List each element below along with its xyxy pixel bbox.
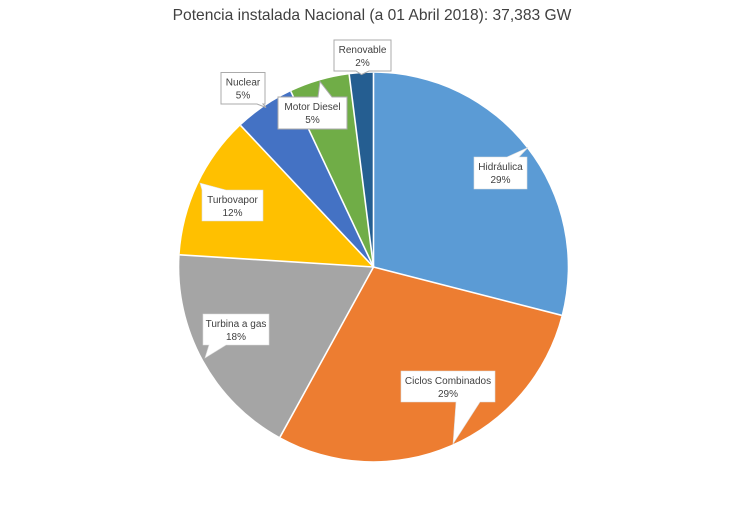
svg-text:29%: 29% bbox=[490, 175, 510, 186]
svg-text:29%: 29% bbox=[438, 389, 458, 400]
svg-text:Turbina a gas: Turbina a gas bbox=[206, 319, 267, 330]
svg-text:12%: 12% bbox=[222, 208, 242, 219]
svg-text:Nuclear: Nuclear bbox=[226, 78, 261, 89]
svg-text:Potencia instalada Nacional (a: Potencia instalada Nacional (a 01 Abril … bbox=[173, 7, 572, 24]
svg-text:2%: 2% bbox=[355, 58, 370, 69]
svg-text:Turbovapor: Turbovapor bbox=[207, 195, 258, 206]
svg-text:5%: 5% bbox=[305, 115, 320, 126]
svg-text:Renovable: Renovable bbox=[339, 45, 387, 56]
svg-text:Motor Diesel: Motor Diesel bbox=[284, 102, 340, 113]
svg-text:Ciclos Combinados: Ciclos Combinados bbox=[405, 376, 491, 387]
svg-text:18%: 18% bbox=[226, 332, 246, 343]
svg-text:5%: 5% bbox=[236, 91, 251, 102]
svg-text:Hidráulica: Hidráulica bbox=[478, 162, 523, 173]
